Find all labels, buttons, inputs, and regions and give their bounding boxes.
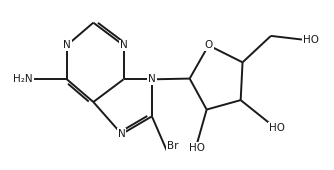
Text: N: N: [148, 74, 156, 84]
Text: O: O: [204, 40, 213, 50]
Text: N: N: [63, 40, 71, 50]
Text: Br: Br: [167, 141, 178, 151]
Text: N: N: [120, 40, 128, 50]
Text: HO: HO: [269, 123, 285, 133]
Text: HO: HO: [303, 35, 319, 45]
Text: N: N: [118, 129, 126, 139]
Text: HO: HO: [189, 143, 205, 153]
Text: H₂N: H₂N: [13, 74, 33, 84]
